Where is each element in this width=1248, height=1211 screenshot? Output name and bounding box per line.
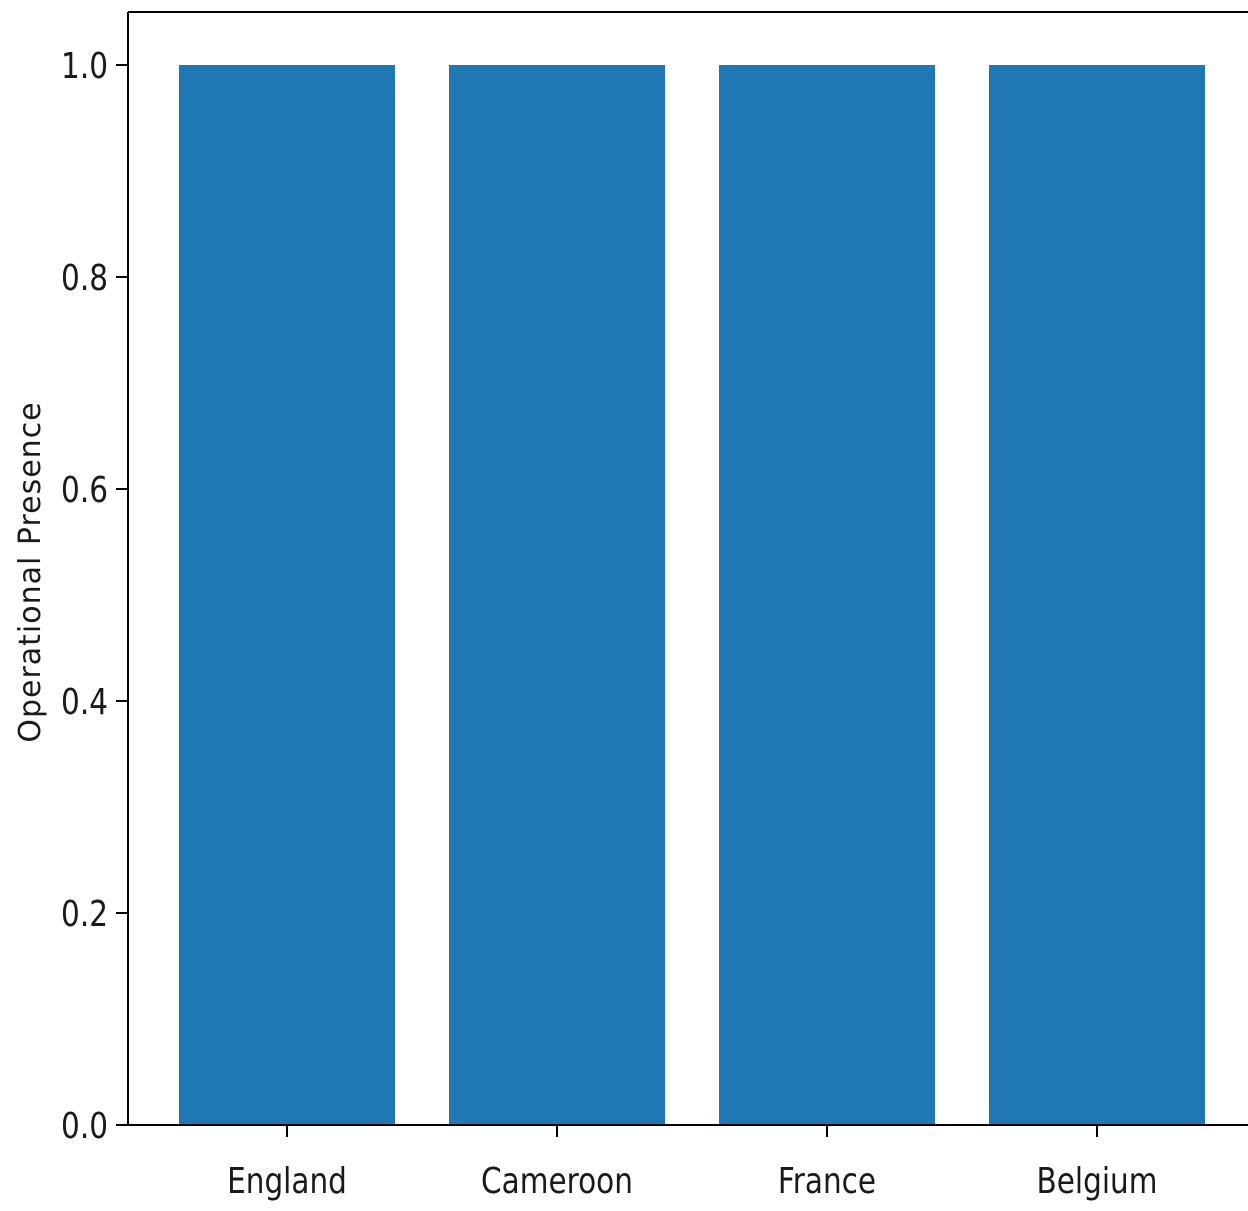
y-tick-label: 1.0 xyxy=(61,44,108,87)
x-tick-label: France xyxy=(778,1159,876,1202)
bars-layer xyxy=(179,65,1205,1125)
bar-england xyxy=(179,65,395,1125)
bar-belgium xyxy=(989,65,1205,1125)
x-tick-label: Cameroon xyxy=(481,1159,633,1202)
y-tick-label: 0.6 xyxy=(61,468,108,511)
y-tick-label: 0.2 xyxy=(61,892,108,935)
y-tick-label: 0.8 xyxy=(61,256,108,299)
x-tick-label: Belgium xyxy=(1037,1159,1158,1202)
bar-cameroon xyxy=(449,65,665,1125)
y-tick-label: 0.0 xyxy=(61,1104,108,1147)
x-ticks: England Cameroon France Belgium xyxy=(227,1125,1157,1202)
y-tick-label: 0.4 xyxy=(61,680,108,723)
y-axis-title: Operational Presence xyxy=(13,401,48,742)
axes-layer xyxy=(127,11,1248,1126)
bar-france xyxy=(719,65,935,1125)
x-tick-label: England xyxy=(227,1159,347,1202)
y-ticks: 0.0 0.2 0.4 0.6 0.8 1.0 xyxy=(61,44,128,1147)
